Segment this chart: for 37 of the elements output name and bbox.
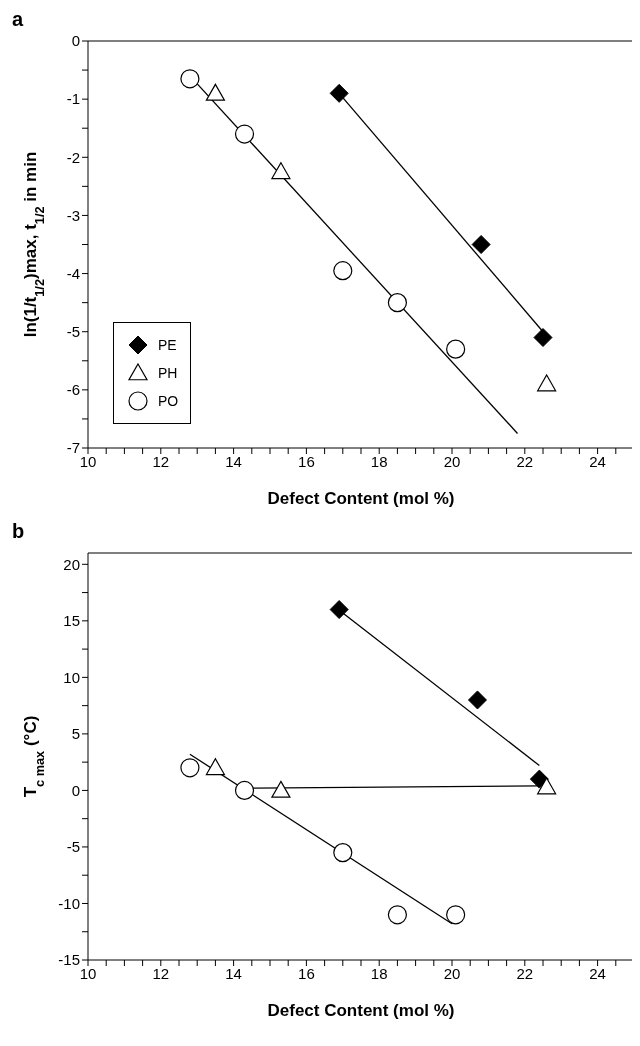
y-tick-label: 5 — [71, 725, 80, 743]
x-tick-label: 12 — [152, 452, 170, 470]
x-tick-label: 22 — [516, 964, 534, 982]
legend-label: PE — [158, 337, 177, 353]
x-tick-label: 24 — [589, 964, 606, 982]
x-tick-label: 12 — [152, 964, 170, 982]
x-axis-title: Defect Content (mol %) — [267, 489, 455, 508]
legend-label: PO — [158, 393, 179, 409]
x-tick-label: 16 — [298, 964, 315, 982]
x-tick-label: 18 — [370, 964, 388, 982]
y-tick-label: -5 — [66, 838, 80, 856]
y-tick-label: -7 — [66, 439, 80, 457]
y-tick-label: -3 — [66, 206, 80, 224]
y-tick-label: 10 — [63, 668, 80, 686]
x-tick-label: 20 — [443, 452, 461, 470]
y-tick-label: -1 — [66, 90, 80, 108]
x-tick-label: 22 — [516, 452, 534, 470]
chart-title: a — [12, 8, 24, 31]
y-tick-label: -4 — [66, 264, 80, 282]
x-tick-label: 16 — [298, 452, 315, 470]
x-tick-label: 14 — [225, 452, 242, 470]
y-tick-label: -5 — [66, 323, 80, 341]
y-tick-label: -15 — [58, 951, 80, 969]
y-tick-label: 20 — [63, 555, 80, 573]
x-axis-title: Defect Content (mol %) — [267, 1001, 455, 1020]
x-tick-label: 18 — [370, 452, 388, 470]
x-tick-label: 14 — [225, 964, 242, 982]
y-tick-label: -6 — [66, 381, 80, 399]
y-tick-label: 15 — [63, 612, 80, 630]
y-tick-label: 0 — [71, 32, 80, 50]
legend-label: PH — [158, 365, 178, 381]
x-tick-label: 20 — [443, 964, 461, 982]
y-tick-label: 0 — [71, 781, 80, 799]
y-tick-label: -10 — [58, 894, 80, 912]
y-tick-label: -2 — [66, 148, 80, 166]
x-tick-label: 24 — [589, 452, 606, 470]
chart-title: b — [12, 520, 25, 543]
